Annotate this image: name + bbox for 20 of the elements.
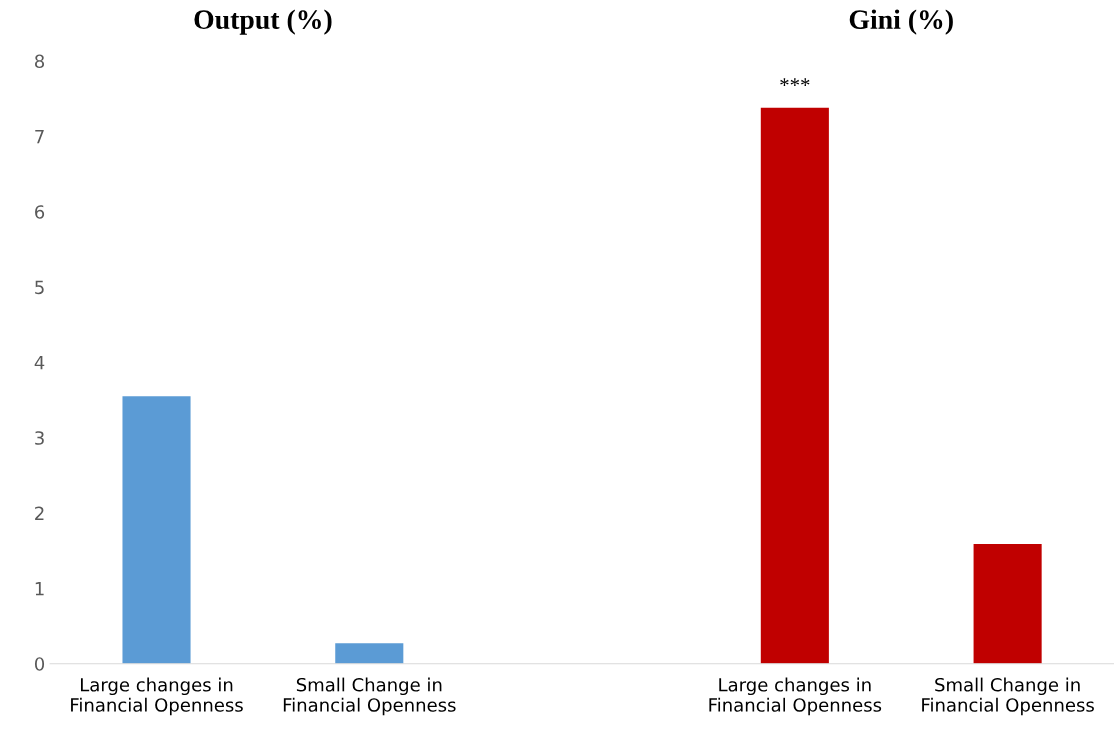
bar <box>122 396 191 664</box>
x-tick-label: Small Change in Financial Openness <box>283 677 456 716</box>
x-tick-label: Large changes in Financial Openness <box>71 677 243 716</box>
bar <box>973 543 1042 664</box>
x-tick-label: Large changes in Financial Openness <box>709 677 882 716</box>
y-tick-label: 6 <box>35 205 45 219</box>
bar <box>335 643 404 664</box>
y-tick-label: 5 <box>35 280 44 295</box>
text: Gini (%) <box>849 9 953 35</box>
y-tick-label: 1 <box>35 582 44 596</box>
bar <box>760 107 829 664</box>
y-tick-label: 8 <box>35 54 45 69</box>
y-tick-label: 2 <box>35 506 44 520</box>
text: Output (%) <box>194 9 332 35</box>
x-tick-label: Small Change in Financial Openness <box>922 677 1094 716</box>
annotation: *** <box>780 78 810 86</box>
y-tick-label: 0 <box>34 657 45 671</box>
y-tick-label: 3 <box>35 431 44 445</box>
y-tick-label: 7 <box>35 130 44 144</box>
y-tick-label: 4 <box>34 356 45 370</box>
